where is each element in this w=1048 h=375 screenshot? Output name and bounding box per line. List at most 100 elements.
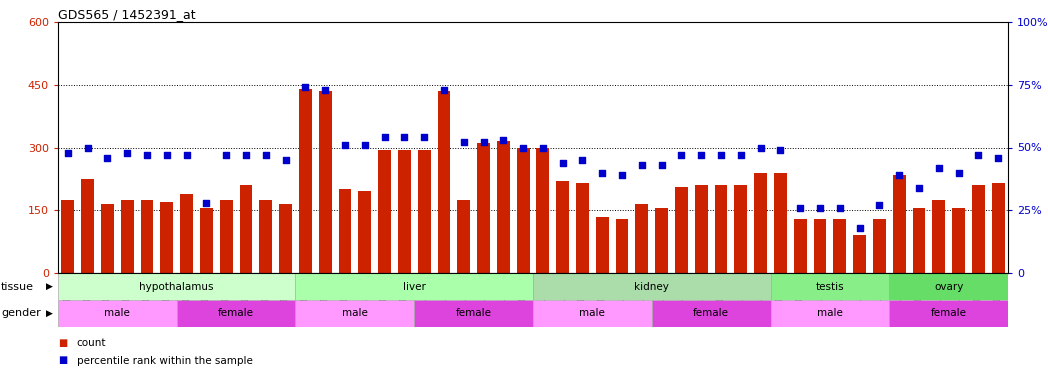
Bar bbox=[770, 300, 890, 327]
Point bbox=[970, 152, 987, 158]
Point bbox=[396, 135, 413, 141]
Text: percentile rank within the sample: percentile rank within the sample bbox=[77, 356, 253, 366]
Bar bbox=[58, 273, 296, 300]
Bar bbox=[497, 141, 509, 273]
Text: gender: gender bbox=[1, 309, 41, 318]
Bar bbox=[755, 172, 767, 273]
Point bbox=[811, 205, 828, 211]
Bar bbox=[62, 200, 74, 273]
Bar bbox=[890, 273, 1008, 300]
Bar bbox=[853, 236, 866, 273]
Point bbox=[534, 144, 551, 150]
Bar bbox=[517, 147, 529, 273]
Point bbox=[871, 202, 888, 208]
Point bbox=[713, 152, 729, 158]
Point bbox=[118, 150, 135, 156]
Point bbox=[297, 84, 313, 90]
Text: male: male bbox=[817, 309, 843, 318]
Point bbox=[238, 152, 255, 158]
Bar bbox=[813, 219, 827, 273]
Bar bbox=[82, 179, 94, 273]
Bar bbox=[414, 300, 533, 327]
Bar bbox=[296, 300, 414, 327]
Text: ovary: ovary bbox=[934, 282, 963, 291]
Point bbox=[693, 152, 709, 158]
Point bbox=[495, 137, 511, 143]
Text: ■: ■ bbox=[58, 356, 67, 366]
Text: ■: ■ bbox=[58, 338, 67, 348]
Bar bbox=[952, 208, 965, 273]
Bar bbox=[260, 200, 272, 273]
Bar bbox=[58, 300, 177, 327]
Bar bbox=[180, 194, 193, 273]
Point bbox=[198, 200, 215, 206]
Point bbox=[475, 140, 492, 146]
Text: male: male bbox=[105, 309, 130, 318]
Text: tissue: tissue bbox=[1, 282, 34, 291]
Point bbox=[455, 140, 472, 146]
Bar bbox=[793, 219, 807, 273]
Point bbox=[594, 170, 611, 176]
Point bbox=[891, 172, 908, 178]
Bar bbox=[533, 273, 770, 300]
Text: male: male bbox=[580, 309, 606, 318]
Point bbox=[515, 144, 531, 150]
Point bbox=[614, 172, 631, 178]
Bar bbox=[398, 150, 411, 273]
Text: GDS565 / 1452391_at: GDS565 / 1452391_at bbox=[58, 8, 196, 21]
Bar bbox=[378, 150, 391, 273]
Point bbox=[416, 135, 433, 141]
Point bbox=[772, 147, 789, 153]
Bar bbox=[596, 216, 609, 273]
Bar bbox=[177, 300, 296, 327]
Bar bbox=[339, 189, 351, 273]
Point bbox=[336, 142, 353, 148]
Point bbox=[633, 162, 650, 168]
Bar bbox=[873, 219, 886, 273]
Bar bbox=[615, 219, 629, 273]
Bar bbox=[418, 150, 431, 273]
Bar bbox=[971, 185, 985, 273]
Bar bbox=[533, 300, 652, 327]
Point bbox=[80, 144, 96, 150]
Bar bbox=[890, 300, 1008, 327]
Text: liver: liver bbox=[402, 282, 425, 291]
Point bbox=[851, 225, 868, 231]
Bar bbox=[299, 89, 312, 273]
Bar bbox=[140, 200, 153, 273]
Point bbox=[100, 154, 116, 160]
Bar bbox=[200, 208, 213, 273]
Point bbox=[752, 144, 769, 150]
Point bbox=[158, 152, 175, 158]
Bar bbox=[319, 91, 331, 273]
Point bbox=[733, 152, 749, 158]
Point bbox=[218, 152, 235, 158]
Bar bbox=[695, 185, 707, 273]
Text: ▶: ▶ bbox=[46, 282, 53, 291]
Bar bbox=[556, 181, 569, 273]
Bar bbox=[715, 185, 727, 273]
Text: hypothalamus: hypothalamus bbox=[139, 282, 214, 291]
Text: female: female bbox=[693, 309, 729, 318]
Text: female: female bbox=[218, 309, 254, 318]
Point bbox=[931, 165, 947, 171]
Bar bbox=[220, 200, 233, 273]
Point bbox=[831, 205, 848, 211]
Point bbox=[138, 152, 155, 158]
Bar bbox=[279, 204, 292, 273]
Text: male: male bbox=[342, 309, 368, 318]
Bar bbox=[437, 91, 451, 273]
Bar bbox=[240, 185, 253, 273]
Bar bbox=[893, 175, 905, 273]
Bar bbox=[121, 200, 134, 273]
Point bbox=[673, 152, 690, 158]
Bar bbox=[652, 300, 770, 327]
Point bbox=[316, 87, 333, 93]
Bar bbox=[991, 183, 1005, 273]
Bar bbox=[101, 204, 114, 273]
Text: female: female bbox=[931, 309, 966, 318]
Bar bbox=[576, 183, 589, 273]
Point bbox=[178, 152, 195, 158]
Point bbox=[989, 154, 1006, 160]
Bar bbox=[358, 191, 371, 273]
